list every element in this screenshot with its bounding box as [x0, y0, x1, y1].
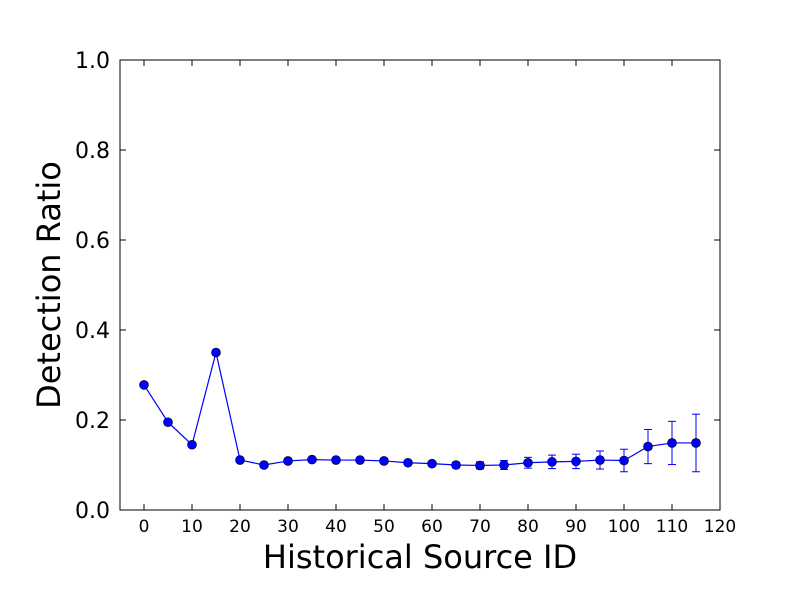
data-point-15: [499, 460, 509, 470]
data-point-14: [475, 460, 485, 471]
x-tick-label-3: 30: [277, 517, 299, 537]
data-point-5: [259, 460, 269, 470]
x-tick-label-6: 60: [421, 517, 443, 537]
data-point-22: [667, 438, 677, 448]
y-tick-label-4: 0.8: [75, 139, 110, 164]
x-tick-label-8: 80: [517, 517, 539, 537]
x-axis-label: Historical Source ID: [263, 538, 577, 576]
data-point-3: [211, 347, 221, 358]
data-point-17: [547, 457, 557, 467]
data-point-2: [187, 439, 197, 450]
plot-area: [120, 60, 720, 510]
x-tick-label-9: 90: [565, 517, 587, 537]
data-point-16: [523, 457, 533, 468]
x-tick-label-11: 110: [656, 517, 688, 537]
data-layer: [139, 347, 701, 473]
ticks-layer: 0 10 20 30 40 50 60 70 80 90 100 110 120 0.0 0.2 0.4 0.6…: [75, 49, 736, 537]
data-point-20: [619, 455, 629, 466]
y-tick-label-5: 1.0: [75, 49, 110, 74]
y-tick-label-2: 0.4: [75, 319, 110, 344]
plot-frame: [119, 59, 721, 511]
data-point-19: [595, 455, 605, 465]
x-tick-label-2: 20: [229, 517, 251, 537]
x-tick-label-12: 120: [704, 517, 736, 537]
data-point-1: [163, 417, 173, 428]
x-tick-label-0: 0: [139, 517, 150, 537]
data-point-4: [235, 455, 245, 465]
data-point-9: [355, 455, 365, 465]
y-axis-label: Detection Ratio: [30, 161, 68, 409]
data-point-8: [331, 455, 341, 465]
data-point-0: [139, 380, 149, 390]
x-tick-label-4: 40: [325, 517, 347, 537]
x-tick-label-10: 100: [608, 517, 640, 537]
data-point-13: [451, 460, 461, 470]
data-point-23: [691, 438, 701, 448]
y-tick-label-3: 0.6: [75, 229, 110, 254]
data-point-6: [283, 456, 293, 466]
data-point-10: [379, 456, 389, 466]
data-point-18: [571, 456, 581, 467]
data-point-12: [427, 458, 437, 469]
x-tick-label-1: 10: [181, 517, 203, 537]
y-tick-label-0: 0.0: [75, 499, 110, 524]
data-point-21: [643, 441, 653, 452]
x-tick-label-7: 70: [469, 517, 491, 537]
x-tick-label-5: 50: [373, 517, 395, 537]
y-tick-label-1: 0.2: [75, 409, 110, 434]
data-point-7: [307, 454, 317, 465]
data-point-11: [403, 457, 413, 468]
